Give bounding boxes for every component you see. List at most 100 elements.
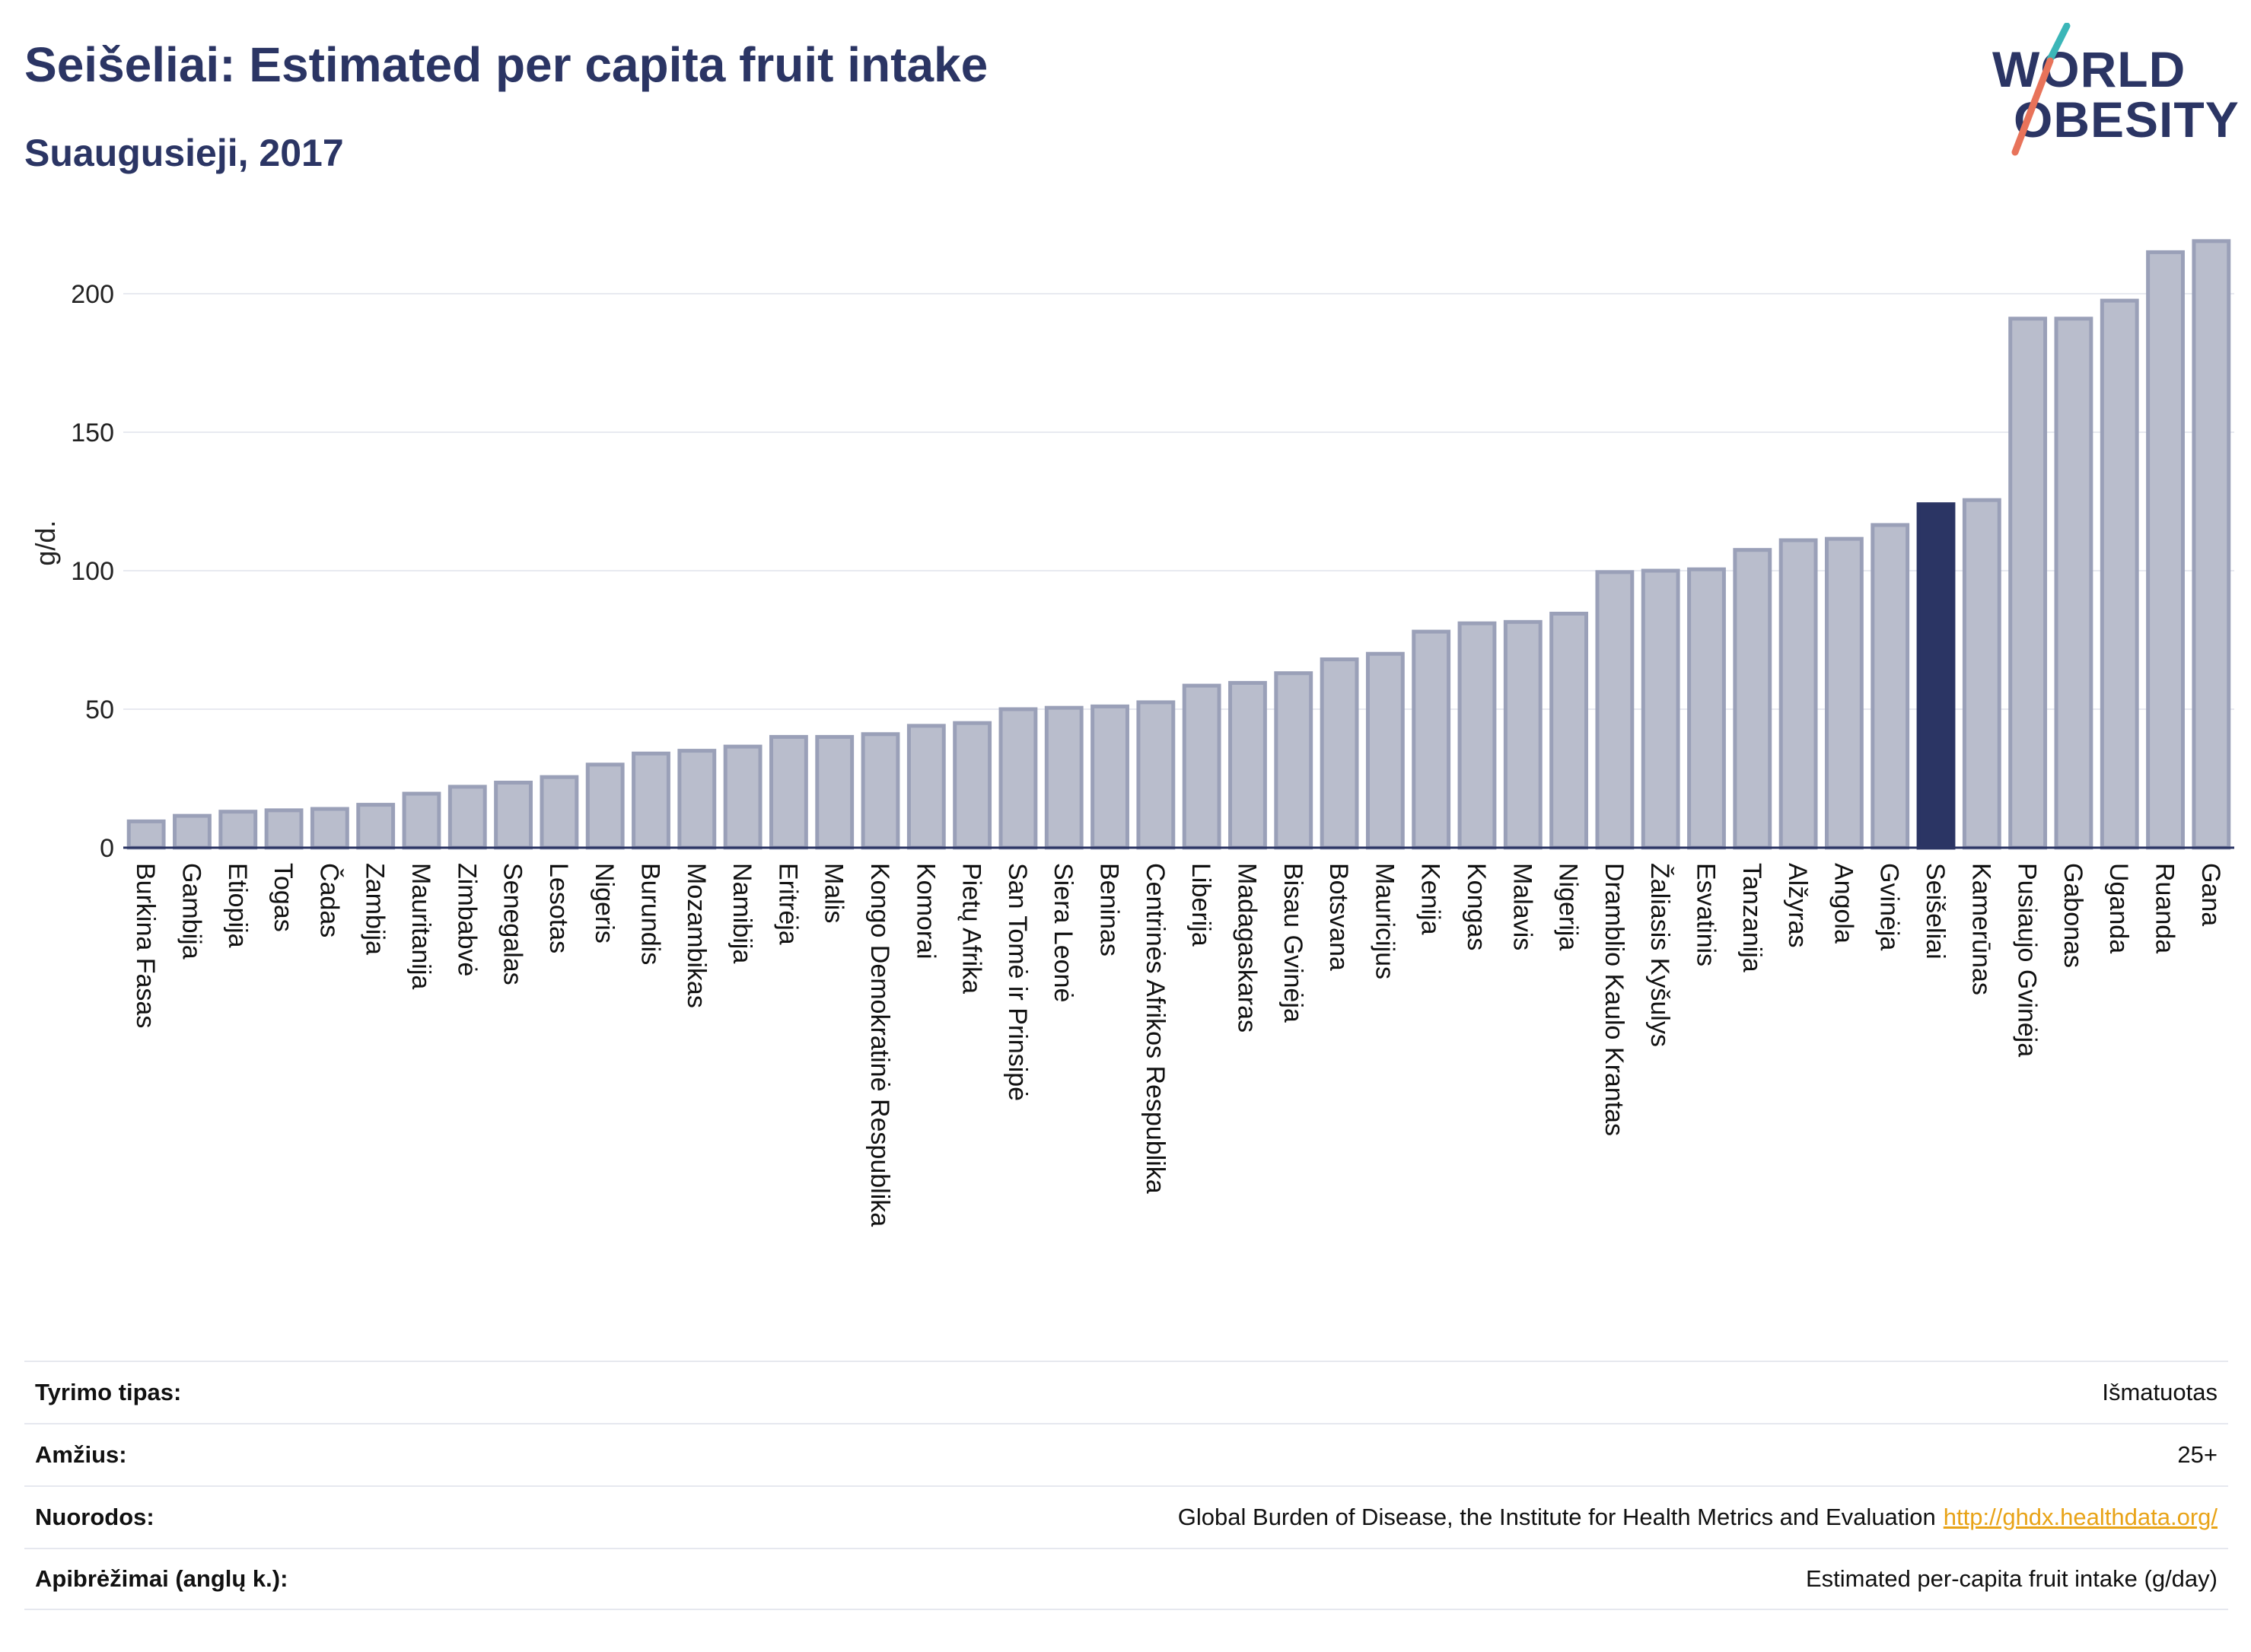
bar-6 <box>402 791 441 850</box>
bar-44 <box>2146 250 2185 850</box>
bar-41 <box>2008 317 2048 850</box>
x-tick-label: Mauritanija <box>406 863 435 989</box>
x-tick-label: Pusiaujo Gvinėja <box>2013 863 2042 1057</box>
x-tick-label: Čadas <box>314 863 343 937</box>
bar-12 <box>677 749 717 850</box>
bar-23 <box>1182 683 1221 850</box>
x-tick-label: Senegalas <box>498 863 527 985</box>
x-tick-label: Dramblio Kaulo Krantas <box>1600 863 1629 1136</box>
x-tick-label: Burkina Fasas <box>131 863 160 1028</box>
x-tick-label: Etiopija <box>223 863 252 948</box>
x-tick-label: Kamerūnas <box>1966 863 1995 995</box>
tick-labels: 0 50 100 150 200 g/d. Burkina Fasas Gambija Etio… <box>30 280 2225 1227</box>
bar-16 <box>861 732 900 850</box>
x-tick-label: Centrinės Afrikos Respublika <box>1141 863 1170 1194</box>
bar-25 <box>1274 671 1313 850</box>
info-label: Tyrimo tipas: <box>35 1379 182 1405</box>
bar-21 <box>1090 704 1129 850</box>
x-tick-label: Gana <box>2196 863 2225 926</box>
bar-40 <box>1962 498 2001 850</box>
x-tick-label: Burundis <box>636 863 665 965</box>
bar-20 <box>1044 705 1084 850</box>
x-tick-label: Gabonas <box>2058 863 2087 968</box>
world-obesity-logo: WORLD OBESITY <box>1986 23 2240 160</box>
bar-32 <box>1595 570 1635 850</box>
x-tick-label: San Tomė ir Prinsipė <box>1003 863 1032 1101</box>
bars <box>126 239 2231 850</box>
bar-14 <box>769 734 808 850</box>
x-tick-label: Alžyras <box>1783 863 1812 947</box>
bar-17 <box>906 724 946 850</box>
x-tick-label: Togas <box>269 863 298 932</box>
logo-slash-icon <box>2011 23 2071 156</box>
x-tick-label: Ruanda <box>2151 863 2179 953</box>
info-value: Estimated per-capita fruit intake (g/day… <box>1805 1565 2218 1592</box>
bar-18 <box>953 721 992 850</box>
x-tick-label: Malavis <box>1508 863 1536 950</box>
x-tick-label: Tanzanija <box>1737 863 1766 972</box>
y-tick-label: 200 <box>71 280 114 309</box>
bar-43 <box>2100 298 2139 850</box>
info-row-definitions: Apibrėžimai (anglų k.): Estimated per-ca… <box>24 1548 2228 1610</box>
bar-22 <box>1136 700 1176 850</box>
bar-11 <box>632 751 670 850</box>
x-tick-label: Kongo Demokratinė Respublika <box>865 863 894 1227</box>
x-tick-label: Malis <box>820 863 849 923</box>
x-tick-label: Mozambikas <box>682 863 711 1008</box>
bar-1 <box>173 813 212 850</box>
bar-2 <box>218 810 258 850</box>
info-value: Global Burden of Disease, the Institute … <box>1178 1504 2218 1531</box>
info-row-study-type: Tyrimo tipas: Išmatuotas <box>24 1361 2228 1423</box>
bar-29 <box>1457 621 1497 850</box>
x-tick-label: Madagaskaras <box>1232 863 1261 1033</box>
bar-19 <box>998 707 1038 850</box>
x-tick-label: Eritrėja <box>773 863 802 945</box>
x-tick-label: Gambija <box>177 863 205 960</box>
bar-chart: 0 50 100 150 200 g/d. Burkina Fasas Gambija Etio… <box>30 239 2234 1227</box>
y-tick-label: 50 <box>85 695 114 724</box>
bar-13 <box>723 744 763 850</box>
bar-0 <box>126 819 166 850</box>
bar-4 <box>310 807 349 850</box>
logo-line-1: WORLD <box>1992 41 2186 97</box>
info-table: Tyrimo tipas: Išmatuotas Amžius: 25+ Nuo… <box>24 1361 2228 1610</box>
info-row-age: Amžius: 25+ <box>24 1423 2228 1485</box>
x-tick-label: Seišeliai <box>1921 863 1950 960</box>
bar-34 <box>1687 567 1726 850</box>
x-tick-label: Gvinėja <box>1875 863 1904 950</box>
bar-24 <box>1228 680 1267 850</box>
x-tick-label: Nigerija <box>1554 863 1583 950</box>
bar-9 <box>540 775 579 850</box>
bar-15 <box>815 734 855 850</box>
logo-line-2: OBESITY <box>2014 91 2240 148</box>
info-label: Apibrėžimai (anglų k.): <box>35 1565 288 1592</box>
y-tick-label: 100 <box>71 557 114 586</box>
x-tick-label: Siera Leonė <box>1049 863 1078 1002</box>
bar-36 <box>1778 538 1818 850</box>
bar-5 <box>356 803 396 850</box>
bar-35 <box>1733 548 1772 850</box>
reference-text: Global Burden of Disease, the Institute … <box>1177 1504 1936 1530</box>
bar-27 <box>1365 651 1405 850</box>
x-tick-label: Zimbabvė <box>452 863 481 976</box>
chart-title: Seišeliai: Estimated per capita fruit in… <box>24 37 989 92</box>
bar-39 <box>1916 502 1956 850</box>
info-label: Nuorodos: <box>35 1504 154 1530</box>
info-value: 25+ <box>2177 1441 2218 1468</box>
x-tick-label: Uganda <box>2104 863 2133 953</box>
bar-33 <box>1641 568 1680 850</box>
bar-45 <box>2192 239 2231 850</box>
x-tick-label: Mauricijus <box>1370 863 1399 979</box>
x-tick-label: Pietų Afrika <box>957 863 986 994</box>
y-axis-label: g/d. <box>30 520 61 566</box>
x-tick-label: Komorai <box>911 863 940 960</box>
x-tick-label: Namibija <box>728 863 756 963</box>
x-tick-label: Liberija <box>1186 863 1215 947</box>
x-tick-label: Kongas <box>1462 863 1491 950</box>
reference-link[interactable]: http://ghdx.healthdata.org/ <box>1943 1504 2218 1530</box>
y-tick-label: 0 <box>100 834 114 863</box>
x-tick-label: Zambija <box>361 863 390 955</box>
bar-28 <box>1412 629 1451 850</box>
bar-3 <box>264 808 304 850</box>
info-value: Išmatuotas <box>2102 1379 2218 1405</box>
